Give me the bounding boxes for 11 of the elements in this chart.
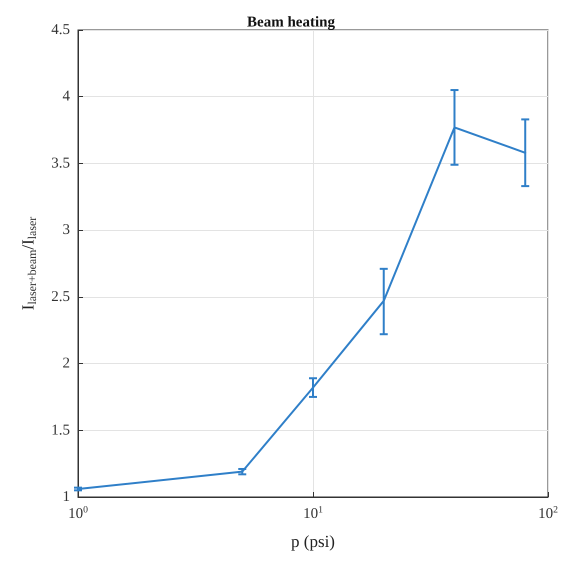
y-tick-label: 2.5 [51,288,70,305]
y-tick-label: 1.5 [51,422,70,438]
y-tick-label: 4.5 [51,22,70,38]
chart-title: Beam heating [247,14,336,30]
y-tick-label: 3 [62,222,70,238]
y-tick-label: 2 [62,356,70,372]
y-tick-label: 1 [62,489,70,505]
y-tick-label: 3.5 [51,155,70,172]
x-axis-title: p (psi) [291,532,335,551]
y-tick-label: 4 [62,88,70,105]
y-axis-title: Ilaser+beam/Ilaser [18,216,39,310]
